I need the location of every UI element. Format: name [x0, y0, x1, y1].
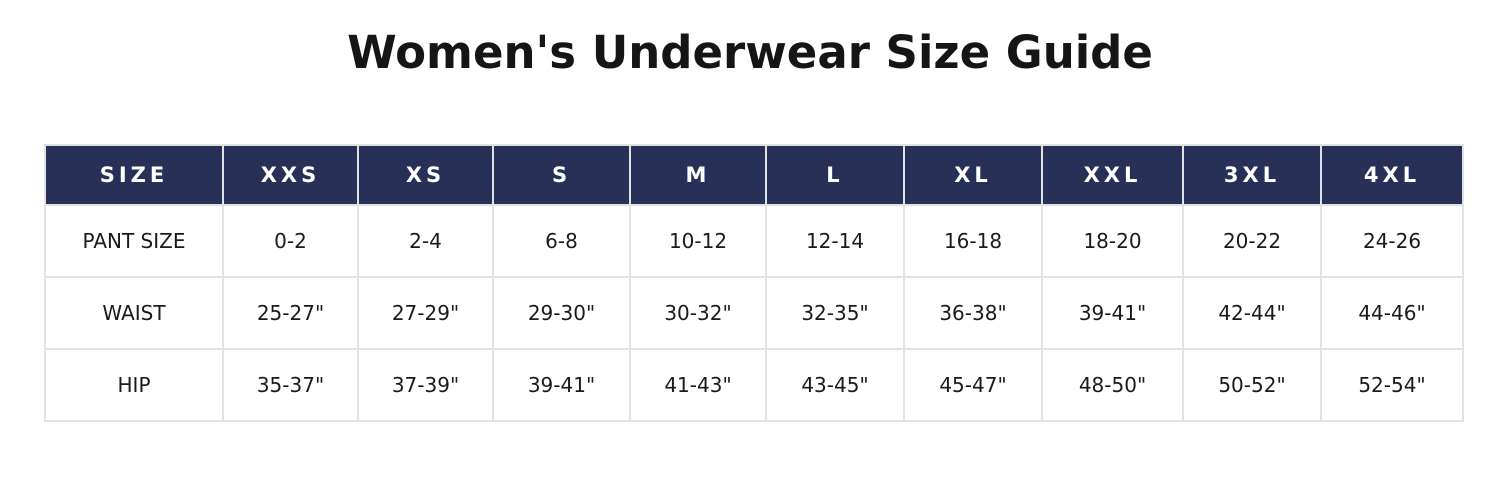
table-cell: 18-20	[1041, 204, 1184, 278]
table-cell: 0-2	[222, 204, 359, 278]
header-row: SIZE XXS XS S M L XL XXL 3XL 4XL	[44, 144, 1464, 206]
row-label: WAIST	[44, 276, 224, 350]
table-cell: 37-39"	[357, 348, 494, 422]
table-cell: 2-4	[357, 204, 494, 278]
table-cell: 44-46"	[1320, 276, 1464, 350]
table-cell: 39-41"	[1041, 276, 1184, 350]
table-cell: 48-50"	[1041, 348, 1184, 422]
table-cell: 27-29"	[357, 276, 494, 350]
table-cell: 24-26	[1320, 204, 1464, 278]
table-cell: 41-43"	[629, 348, 767, 422]
table-cell: 16-18	[903, 204, 1043, 278]
table-cell: 52-54"	[1320, 348, 1464, 422]
column-header: L	[765, 144, 905, 206]
table-cell: 45-47"	[903, 348, 1043, 422]
column-header: 4XL	[1320, 144, 1464, 206]
table-row: WAIST 25-27" 27-29" 29-30" 30-32" 32-35" 36-38…	[44, 276, 1464, 350]
column-header: XS	[357, 144, 494, 206]
page-title: Women's Underwear Size Guide	[347, 26, 1153, 79]
column-header: M	[629, 144, 767, 206]
row-label: PANT SIZE	[44, 204, 224, 278]
table-cell: 29-30"	[492, 276, 631, 350]
column-header: 3XL	[1182, 144, 1322, 206]
table-cell: 12-14	[765, 204, 905, 278]
table-cell: 35-37"	[222, 348, 359, 422]
column-header: S	[492, 144, 631, 206]
column-header: XXS	[222, 144, 359, 206]
size-guide-table: SIZE XXS XS S M L XL XXL 3XL 4XL PANT SIZE 0-2 2-4 6…	[44, 144, 1464, 422]
table-cell: 39-41"	[492, 348, 631, 422]
table-cell: 36-38"	[903, 276, 1043, 350]
table-cell: 20-22	[1182, 204, 1322, 278]
column-header: XL	[903, 144, 1043, 206]
table-cell: 6-8	[492, 204, 631, 278]
column-header: SIZE	[44, 144, 224, 206]
table-cell: 25-27"	[222, 276, 359, 350]
table-cell: 43-45"	[765, 348, 905, 422]
table-row: PANT SIZE 0-2 2-4 6-8 10-12 12-14 16-18 18-20 20…	[44, 204, 1464, 278]
row-label: HIP	[44, 348, 224, 422]
column-header: XXL	[1041, 144, 1184, 206]
table-cell: 32-35"	[765, 276, 905, 350]
table-cell: 10-12	[629, 204, 767, 278]
table-cell: 30-32"	[629, 276, 767, 350]
table-cell: 42-44"	[1182, 276, 1322, 350]
table-row: HIP 35-37" 37-39" 39-41" 41-43" 43-45" 45-47" 4…	[44, 348, 1464, 422]
table-cell: 50-52"	[1182, 348, 1322, 422]
